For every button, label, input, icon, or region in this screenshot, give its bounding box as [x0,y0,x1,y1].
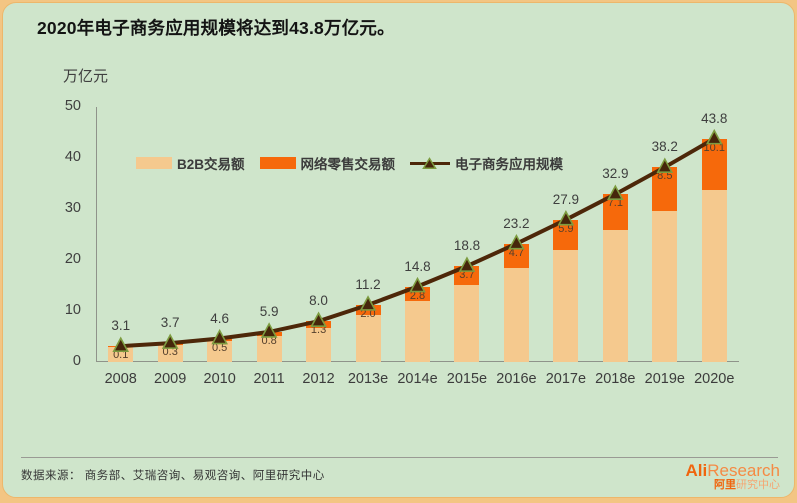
retail-value-label: 0.3 [162,346,178,359]
bar-segment-b2b [454,284,480,362]
bar-segment-b2b [355,315,381,362]
legend-item-retail: 网络零售交易额 [259,153,396,173]
bar-segment-b2b [652,210,678,362]
x-axis-tick-label: 2008 [104,371,137,387]
x-axis-tick-label: 2015e [446,371,488,387]
total-value-label: 43.8 [701,110,728,126]
total-value-label: 8.0 [309,293,328,309]
chart-title: 2020年电子商务应用规模将达到43.8万亿元。 [37,18,395,38]
legend-swatch-retail [259,157,296,169]
x-axis-tick-label: 2009 [154,371,187,387]
y-axis-tick-label: 40 [64,149,81,165]
trend-line-layer [112,128,723,352]
legend-label-b2b: B2B交易额 [177,157,245,172]
retail-value-label: 4.7 [508,246,525,259]
chart-legend: B2B交易额 网络零售交易额 电子商务应用规模 [136,153,563,173]
y-axis-tick-label: 50 [64,98,81,114]
x-axis-tick-label: 2013e [347,371,389,387]
retail-value-label: 8.5 [657,170,673,183]
retail-value-label: 2.8 [409,289,426,302]
legend-swatch-b2b [136,157,172,169]
legend-item-b2b: B2B交易额 [136,153,245,173]
retail-value-label: 0.8 [261,334,277,347]
logo-chinese: 阿里研究中心 [714,478,780,491]
retail-value-label: 2.0 [360,307,376,320]
retail-value-label: 1.3 [310,324,327,337]
bar-segment-b2b [553,249,579,362]
retail-value-label: 0.1 [113,349,129,362]
x-axis-tick-label: 2016e [496,371,537,387]
chart-layer: 0 10 20 30 40 50 3.1 0.1 2008 3.7 0.3 2009 4.6 0.5 201… [3,3,797,503]
x-axis-tick-label: 2019e [644,371,685,387]
legend-label-retail: 网络零售交易额 [300,157,396,172]
legend-label-total-line: 电子商务应用规模 [455,157,564,172]
bar-segment-b2b [405,300,430,362]
legend-item-total-line: 电子商务应用规模 [410,153,563,173]
y-axis-tick-label: 30 [64,200,81,216]
retail-value-label: 5.9 [558,222,574,235]
x-axis-tick-label: 2010 [203,371,236,387]
bar-segment-retail [157,343,183,345]
data-source-text: 数据来源： 商务部、艾瑞咨询、易观咨询、阿里研究中心 [21,470,325,482]
retail-value-label: 3.7 [459,269,475,282]
x-axis-tick-label: 2011 [253,371,285,387]
bar-segment-b2b [503,267,529,362]
retail-value-label: 7.1 [607,197,623,210]
logo-wordmark: AliResearch [685,461,781,480]
bar-segment-b2b [157,344,183,362]
x-axis-tick-label: 2012 [302,371,335,387]
y-axis-tick-label: 20 [64,251,81,267]
y-axis-tick-label: 10 [64,302,81,318]
footer-divider [21,457,778,458]
bar-segment-b2b [701,190,727,362]
legend-line-marker-icon [410,156,451,170]
x-axis-tick-label: 2018e [595,371,636,387]
aliresearch-logo: AliResearch 阿里研究中心 [686,462,781,491]
x-axis-tick-label: 2014e [397,371,438,387]
retail-value-label: 10.1 [703,141,725,154]
bar-segment-b2b [602,230,628,362]
bar-segment-retail [108,346,134,347]
x-axis-tick-label: 2017e [545,371,587,387]
x-axis-tick-label: 2020e [694,371,735,387]
y-axis-title: 万亿元 [63,68,109,85]
y-axis-tick-label: 0 [72,353,81,369]
